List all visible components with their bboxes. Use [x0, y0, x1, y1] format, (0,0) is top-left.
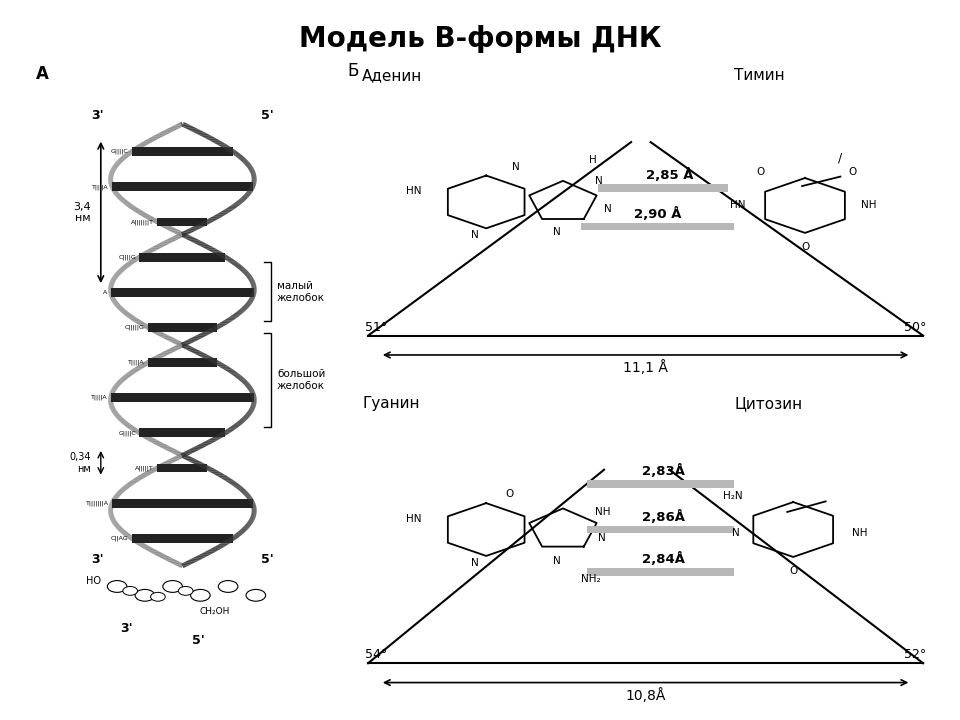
- FancyBboxPatch shape: [157, 217, 207, 226]
- Ellipse shape: [218, 580, 238, 593]
- Text: H: H: [588, 155, 596, 165]
- Text: 10,8Å: 10,8Å: [625, 688, 666, 703]
- FancyBboxPatch shape: [139, 428, 226, 437]
- Ellipse shape: [179, 587, 193, 595]
- Text: HN: HN: [731, 200, 746, 210]
- Text: NH₂: NH₂: [581, 574, 600, 584]
- Ellipse shape: [163, 580, 182, 593]
- Text: G||||C: G||||C: [110, 149, 129, 154]
- Text: 2,90 Å: 2,90 Å: [634, 207, 681, 221]
- Text: N: N: [470, 558, 478, 568]
- Text: T||||A: T||||A: [128, 360, 145, 365]
- Text: C||AG: C||AG: [110, 536, 129, 541]
- Text: A|||||T: A|||||T: [135, 465, 154, 471]
- Text: 2,86Å: 2,86Å: [642, 510, 684, 524]
- FancyBboxPatch shape: [148, 323, 217, 332]
- Text: Гуанин: Гуанин: [362, 396, 420, 411]
- FancyBboxPatch shape: [110, 393, 254, 402]
- Text: 51°: 51°: [365, 321, 388, 334]
- Text: 5': 5': [261, 109, 274, 122]
- Text: T||||A: T||||A: [91, 395, 108, 400]
- Text: O: O: [848, 167, 856, 177]
- Text: NH: NH: [852, 528, 868, 538]
- Text: N: N: [470, 230, 478, 240]
- Text: O: O: [801, 243, 809, 253]
- Bar: [581, 222, 734, 230]
- FancyBboxPatch shape: [132, 147, 233, 156]
- Text: Тимин: Тимин: [734, 68, 784, 84]
- Text: NH: NH: [861, 200, 876, 210]
- Text: HN: HN: [406, 514, 421, 524]
- Text: N: N: [553, 227, 561, 237]
- Text: A: A: [104, 289, 108, 294]
- Text: T||||A: T||||A: [92, 184, 109, 189]
- Text: большой
желобок: большой желобок: [277, 369, 325, 391]
- Ellipse shape: [135, 590, 155, 601]
- Text: 3': 3': [91, 109, 104, 122]
- Bar: [598, 184, 729, 192]
- Text: 11,1 Å: 11,1 Å: [623, 360, 668, 375]
- Text: 3': 3': [91, 554, 104, 567]
- Text: 52°: 52°: [903, 649, 926, 662]
- Text: N: N: [553, 556, 561, 566]
- Text: HO: HO: [85, 575, 101, 585]
- Text: 0,34
нм: 0,34 нм: [69, 452, 91, 474]
- Text: G||||C: G||||C: [118, 430, 136, 436]
- Text: NH: NH: [595, 507, 611, 517]
- Bar: [587, 480, 734, 487]
- FancyBboxPatch shape: [110, 288, 254, 297]
- Text: Б: Б: [348, 62, 359, 80]
- Ellipse shape: [108, 580, 127, 593]
- Text: O: O: [756, 167, 765, 177]
- Text: CH₂OH: CH₂OH: [200, 607, 230, 616]
- Text: C|||||G: C|||||G: [125, 325, 145, 330]
- Text: C||||G: C||||G: [118, 254, 136, 260]
- Ellipse shape: [123, 587, 137, 595]
- Text: N: N: [595, 176, 603, 186]
- Text: малый
желобок: малый желобок: [277, 281, 325, 302]
- Text: O: O: [789, 567, 798, 577]
- Text: 5': 5': [192, 634, 205, 647]
- Text: T|||||||A: T|||||||A: [86, 500, 109, 506]
- Text: 3,4
нм: 3,4 нм: [73, 202, 91, 223]
- Text: N: N: [732, 528, 740, 538]
- Text: Аденин: Аденин: [362, 68, 422, 84]
- Text: А: А: [36, 65, 48, 83]
- Text: Цитозин: Цитозин: [734, 396, 803, 411]
- FancyBboxPatch shape: [148, 358, 217, 367]
- Text: Модель В-формы ДНК: Модель В-формы ДНК: [299, 25, 661, 53]
- Text: HN: HN: [406, 186, 421, 197]
- Text: O: O: [506, 490, 514, 500]
- Text: 3': 3': [121, 622, 133, 635]
- FancyBboxPatch shape: [112, 499, 252, 508]
- FancyBboxPatch shape: [112, 182, 252, 192]
- Bar: [587, 526, 734, 534]
- Ellipse shape: [246, 590, 266, 601]
- FancyBboxPatch shape: [132, 534, 233, 543]
- Ellipse shape: [191, 590, 210, 601]
- FancyBboxPatch shape: [157, 464, 207, 472]
- Text: 2,83Å: 2,83Å: [642, 464, 684, 478]
- Text: N: N: [512, 162, 519, 172]
- Text: N: N: [598, 534, 606, 544]
- Ellipse shape: [151, 593, 165, 601]
- Text: 50°: 50°: [903, 321, 926, 334]
- Bar: [587, 568, 734, 575]
- Text: H₂N: H₂N: [724, 491, 743, 501]
- Text: 2,84Å: 2,84Å: [642, 552, 684, 566]
- Text: 5': 5': [261, 554, 274, 567]
- Text: A|||||||T: A|||||||T: [132, 219, 154, 225]
- Text: N: N: [604, 204, 612, 214]
- Text: 54°: 54°: [365, 649, 388, 662]
- Text: 2,85 Å: 2,85 Å: [645, 168, 693, 182]
- Text: /: /: [838, 151, 843, 164]
- FancyBboxPatch shape: [139, 253, 226, 261]
